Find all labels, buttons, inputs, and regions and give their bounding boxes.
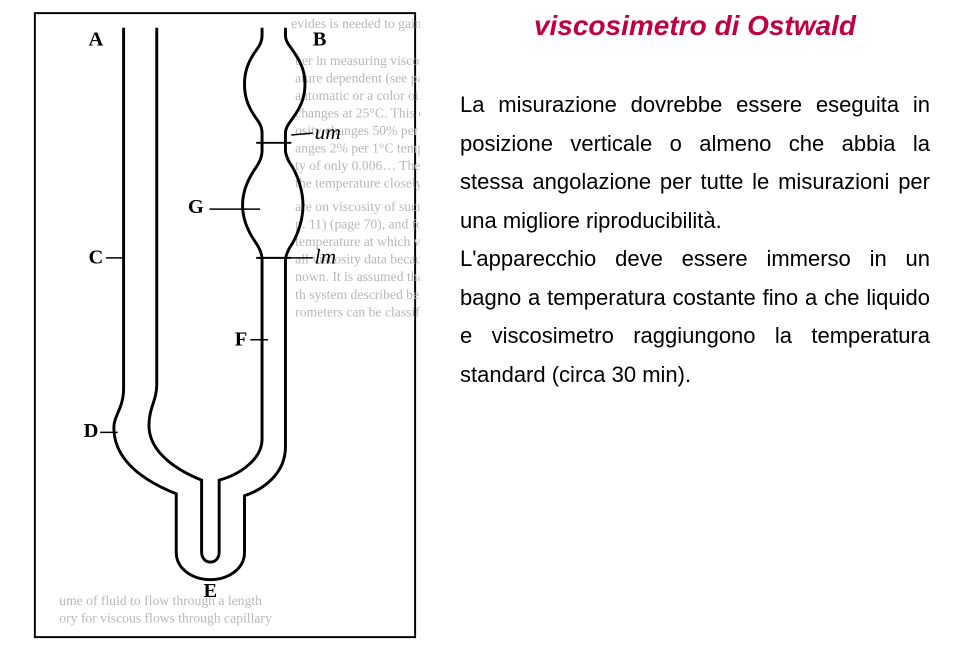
svg-text:ber in measuring viscosity is: ber in measuring viscosity is that — [295, 53, 420, 68]
svg-text:ume of fluid to flow through a: ume of fluid to flow through a length — [59, 593, 262, 608]
svg-text:p. 11) (page 70), and for degr: p. 11) (page 70), and for degree — [295, 217, 420, 233]
svg-text:ory for viscous flows through: ory for viscous flows through capillary — [59, 610, 272, 625]
diagram-labels: A B C D E F G — [84, 28, 327, 602]
page-title: viscosimetro di Ostwald — [460, 10, 930, 42]
label-e: E — [204, 580, 218, 602]
page: evides is needed to gain a full order be… — [0, 0, 960, 667]
paragraph-1: La misurazione dovrebbe essere eseguita … — [460, 86, 930, 240]
paragraph-2: L'apparecchio deve essere immerso in un … — [460, 240, 930, 394]
diagram-column: evides is needed to gain a full order be… — [0, 0, 430, 667]
svg-text:ature dependent (see page 75).: ature dependent (see page 75). — [295, 70, 420, 86]
cutoff-text-bottom: ume of fluid to flow through a length or… — [59, 593, 272, 626]
leader-lines — [100, 133, 313, 432]
svg-text:evides is needed to gain a ful: evides is needed to gain a full order — [291, 16, 420, 31]
label-um: um — [315, 120, 341, 144]
label-d: D — [84, 420, 99, 442]
svg-text:th system described below.: th system described below. — [295, 287, 420, 302]
cutoff-text-right: evides is needed to gain a full order be… — [291, 16, 420, 320]
label-g: G — [188, 196, 204, 218]
svg-text:the temperature closely contro: the temperature closely controlled. — [295, 176, 420, 191]
body-text: La misurazione dovrebbe essere eseguita … — [460, 86, 930, 394]
label-a: A — [89, 28, 104, 50]
label-c: C — [89, 247, 104, 269]
viscometer-body — [114, 28, 305, 580]
label-b: B — [313, 28, 327, 50]
svg-text:nown. It is assumed that these: nown. It is assumed that these — [295, 269, 420, 284]
label-lm: lm — [315, 245, 336, 269]
svg-text:automatic or a color oil will: automatic or a color oil will change — [295, 88, 420, 103]
svg-text:rometers can be classified: rometers can be classified — [295, 304, 420, 319]
ostwald-viscometer-diagram: evides is needed to gain a full order be… — [30, 10, 420, 650]
svg-text:changes at 25°C. This company: changes at 25°C. This company — [295, 105, 420, 120]
svg-text:ty of only 0.006… Therefore al: ty of only 0.006… Therefore all — [295, 158, 420, 173]
label-f: F — [235, 329, 248, 351]
svg-text:are on viscosity of sucrose sy: are on viscosity of sucrose syrups — [295, 199, 420, 214]
text-column: viscosimetro di Ostwald La misurazione d… — [430, 0, 960, 667]
